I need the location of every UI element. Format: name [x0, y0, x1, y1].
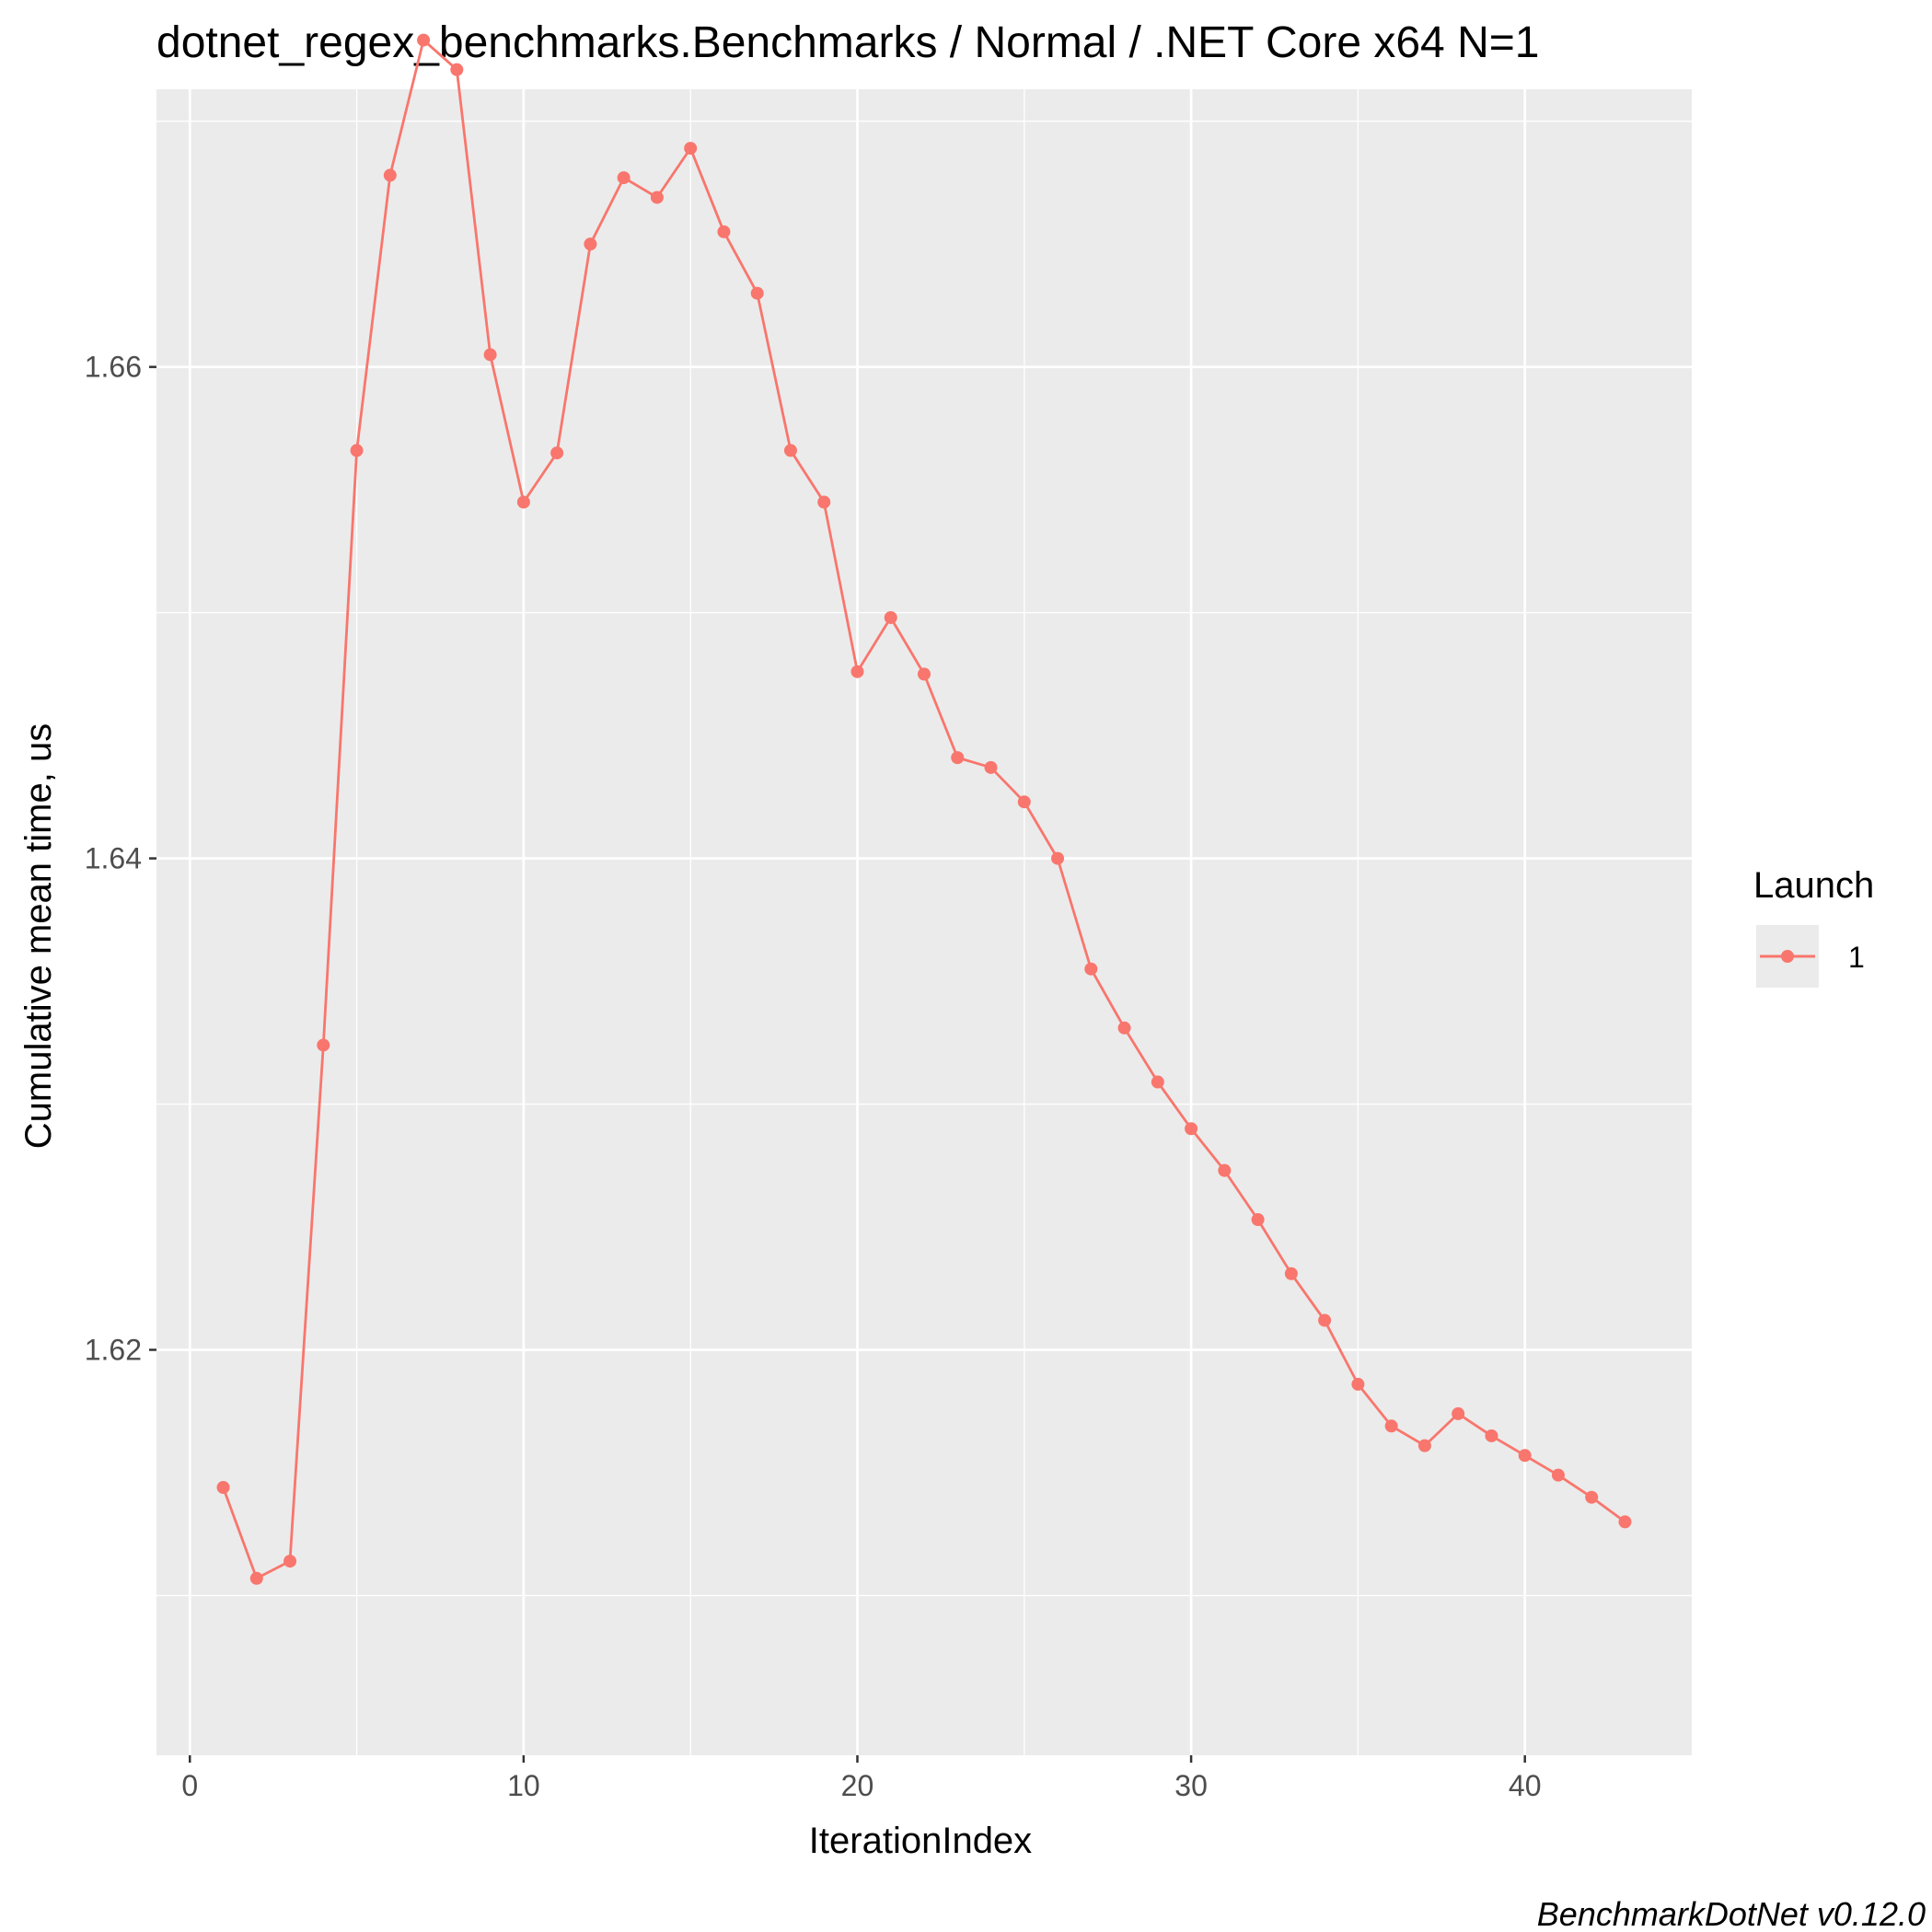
data-point: [1518, 1449, 1532, 1463]
data-point: [1384, 1419, 1398, 1433]
data-point: [1017, 795, 1031, 809]
y-axis-title: Cumulative mean time, us: [18, 723, 59, 1149]
data-point: [1218, 1163, 1232, 1177]
data-point: [1618, 1515, 1632, 1529]
data-point: [216, 1481, 230, 1495]
legend-title: Launch: [1753, 865, 1874, 906]
data-point: [617, 171, 631, 185]
legend-label-1: 1: [1848, 941, 1865, 974]
data-point: [984, 760, 998, 774]
data-point: [783, 444, 797, 457]
data-point: [684, 142, 698, 156]
data-point: [1117, 1021, 1131, 1035]
chart-title: dotnet_regex_benchmarks.Benchmarks / Nor…: [156, 18, 1539, 67]
data-point: [717, 225, 731, 238]
data-point: [1251, 1213, 1265, 1227]
x-tick-label: 30: [1174, 1769, 1208, 1802]
data-point: [550, 446, 564, 460]
data-point: [516, 495, 530, 509]
data-point: [483, 348, 497, 362]
x-tick-label: 40: [1509, 1769, 1542, 1802]
plot-panel: [156, 89, 1692, 1755]
x-tick-label: 0: [181, 1769, 198, 1802]
legend: Launch 1: [1753, 865, 1874, 988]
data-point: [850, 665, 864, 678]
data-point: [584, 237, 597, 251]
y-axis: 1.62 1.64 1.66: [85, 351, 156, 1367]
data-point: [1185, 1122, 1198, 1136]
data-point: [817, 495, 831, 509]
data-point: [1318, 1313, 1332, 1327]
data-point: [1417, 1439, 1431, 1452]
y-tick-label: 1.66: [85, 351, 142, 384]
data-point: [249, 1571, 263, 1585]
data-point: [283, 1555, 297, 1568]
data-point: [1551, 1468, 1565, 1482]
x-axis-title: IterationIndex: [809, 1821, 1032, 1861]
data-point: [650, 191, 664, 204]
y-tick-label: 1.64: [85, 842, 142, 875]
data-point: [884, 610, 897, 624]
data-point: [317, 1038, 330, 1052]
data-point: [417, 33, 431, 47]
data-point: [1485, 1429, 1498, 1442]
series-launch-1: [216, 33, 1632, 1585]
data-point: [918, 667, 931, 681]
legend-key-point: [1781, 950, 1794, 963]
data-point: [1051, 851, 1065, 865]
y-tick-label: 1.62: [85, 1334, 142, 1367]
data-point: [1151, 1075, 1164, 1089]
caption: BenchmarkDotNet v0.12.0: [1537, 1895, 1926, 1932]
data-point: [1585, 1490, 1599, 1504]
data-point: [951, 751, 965, 765]
data-point: [1452, 1406, 1465, 1420]
x-tick-label: 20: [841, 1769, 874, 1802]
data-point: [1084, 962, 1098, 976]
data-point: [1351, 1377, 1365, 1391]
data-point: [750, 286, 764, 300]
grid-major: [156, 89, 1692, 1755]
data-point: [350, 444, 364, 457]
x-axis: 0 10 20 30 40: [181, 1755, 1541, 1802]
data-point: [450, 63, 464, 76]
data-point: [1284, 1267, 1298, 1280]
data-point: [383, 168, 397, 182]
x-tick-label: 10: [507, 1769, 540, 1802]
